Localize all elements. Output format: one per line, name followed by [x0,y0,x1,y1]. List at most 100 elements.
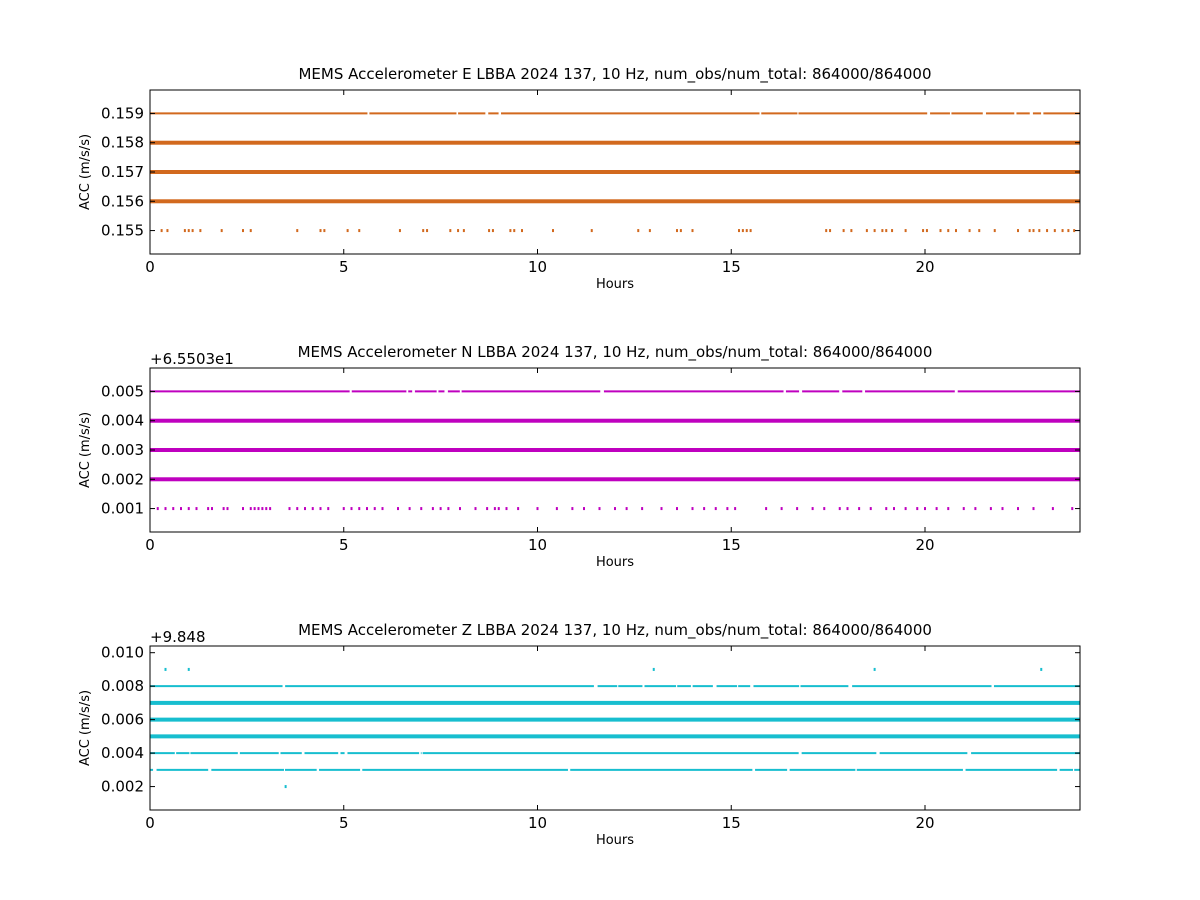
data-gap [799,684,801,688]
data-point [164,507,167,511]
data-point [648,229,651,233]
data-point [1017,229,1019,233]
data-gap [617,684,619,688]
data-point [323,229,326,233]
panel-z-ticks: 0 5 10 15 20 0.002 0.004 0.006 0.008 0.010 [101,644,1080,832]
data-point [891,229,894,233]
data-point [358,507,361,511]
data-point [846,507,849,511]
data-gap [278,751,281,755]
data-point [873,229,876,233]
data-point [288,507,291,511]
data-gap [174,751,177,755]
data-point [381,507,384,511]
data-point [811,507,814,511]
panel-e-ticks: 0 5 10 15 20 0.155 0.156 0.157 0.158 0.159 [101,90,1080,276]
data-gap [712,684,717,688]
panel-n-ticks: 0 5 10 15 20 0.001 0.002 0.003 0.004 0.005 [101,368,1080,554]
panel-z: MEMS Accelerometer Z LBBA 2024 137, 10 H… [78,621,1081,848]
data-band-0.006 [150,717,1080,722]
data-gap [787,768,790,772]
x-tick-label: 20 [915,814,934,832]
data-point [925,229,928,233]
data-point [350,507,353,511]
data-gap [367,111,370,115]
data-point [319,507,322,511]
data-point [398,229,401,233]
data-point [703,507,706,511]
data-point [590,229,593,233]
data-point [676,229,678,233]
data-point [505,507,508,511]
data-point [373,507,376,511]
data-point [726,507,729,511]
data-gap [567,768,571,772]
data-point [220,229,223,233]
data-point [947,507,950,511]
panel-e-title: MEMS Accelerometer E LBBA 2024 137, 10 H… [298,65,931,84]
x-tick-label: 5 [339,258,349,276]
data-point [187,229,190,233]
data-point [989,507,992,511]
panel-n-offset-text: +6.5503e1 [150,350,234,368]
x-tick-label: 10 [528,258,547,276]
x-tick-label: 5 [339,814,349,832]
data-gap [954,389,958,393]
data-point [968,229,971,233]
data-point [904,229,907,233]
data-point [893,507,895,511]
data-point [652,667,655,671]
y-tick-label: 0.001 [101,500,144,518]
data-gap [750,684,754,688]
x-tick-label: 10 [528,536,547,554]
data-point [226,507,229,511]
data-gap [1029,111,1033,115]
data-gap [189,751,191,755]
data-point [156,507,159,511]
panel-e-ylabel: ACC (m/s/s) [78,134,93,210]
data-point [249,229,252,233]
data-gap [798,751,802,755]
data-point [1038,229,1041,233]
data-band-0.007 [150,700,1080,705]
x-tick-label: 5 [339,536,349,554]
data-point [366,507,368,511]
data-point [796,507,799,511]
data-gap [412,389,415,393]
y-tick-label: 0.155 [101,222,144,240]
data-point [269,507,272,511]
data-point [1061,229,1064,233]
data-point [842,229,845,233]
data-point [261,507,264,511]
data-gap [360,768,363,772]
data-point [296,229,299,233]
data-point [738,229,740,233]
data-point [497,507,500,511]
data-point [195,507,198,511]
data-point [974,507,977,511]
y-tick-label: 0.003 [101,441,144,459]
data-point [491,229,494,233]
data-band-0.003 [150,448,1080,452]
data-band-0.158 [150,140,1080,145]
data-point [555,507,558,511]
data-point [734,507,737,511]
data-point [745,229,748,233]
data-point [296,507,299,511]
panel-n-data [150,389,1080,511]
data-point [598,507,601,511]
y-tick-label: 0.004 [101,412,144,430]
y-tick-label: 0.158 [101,134,144,152]
data-gap [690,684,693,688]
data-point [304,507,306,511]
y-tick-label: 0.006 [101,711,144,729]
data-point [858,507,861,511]
data-point [486,507,489,511]
data-point [474,507,477,511]
x-tick-label: 15 [722,258,741,276]
x-tick-label: 0 [145,258,155,276]
data-point [242,229,244,233]
data-point [978,229,981,233]
data-gap [1041,111,1044,115]
data-point [1053,229,1056,233]
